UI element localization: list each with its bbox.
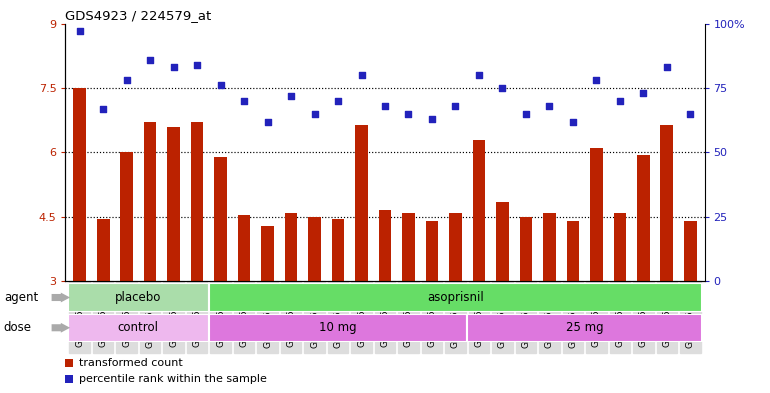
- Point: [591, 77, 603, 83]
- Point: [661, 64, 673, 71]
- Bar: [614, 213, 627, 281]
- Bar: [661, 125, 674, 281]
- Bar: [209, 283, 702, 312]
- Bar: [238, 215, 250, 281]
- Point: [403, 111, 415, 117]
- Point: [191, 62, 203, 68]
- Text: GDS4923 / 224579_at: GDS4923 / 224579_at: [65, 9, 212, 22]
- Bar: [449, 213, 462, 281]
- Bar: [543, 213, 556, 281]
- Point: [73, 28, 85, 35]
- Bar: [214, 157, 227, 281]
- Point: [520, 111, 532, 117]
- Point: [473, 72, 485, 78]
- Bar: [96, 219, 109, 281]
- Point: [214, 82, 226, 88]
- Bar: [520, 217, 532, 281]
- Bar: [379, 211, 391, 281]
- Point: [638, 90, 650, 96]
- Point: [144, 57, 156, 63]
- Point: [450, 103, 462, 109]
- Text: asoprisnil: asoprisnil: [427, 291, 484, 304]
- Bar: [167, 127, 180, 281]
- Bar: [567, 221, 580, 281]
- Point: [355, 72, 367, 78]
- Bar: [590, 148, 603, 281]
- Point: [285, 93, 297, 99]
- Bar: [68, 314, 209, 342]
- Bar: [332, 219, 344, 281]
- Bar: [402, 213, 415, 281]
- Point: [120, 77, 132, 83]
- Point: [614, 98, 626, 104]
- Text: control: control: [118, 321, 159, 334]
- Point: [497, 85, 509, 91]
- Bar: [68, 283, 209, 312]
- Bar: [467, 314, 702, 342]
- Bar: [684, 221, 697, 281]
- Bar: [120, 152, 133, 281]
- Point: [567, 118, 579, 125]
- Point: [167, 64, 179, 71]
- Point: [332, 98, 344, 104]
- Bar: [308, 217, 321, 281]
- Text: 25 mg: 25 mg: [566, 321, 604, 334]
- Bar: [426, 221, 438, 281]
- Point: [238, 98, 250, 104]
- Bar: [496, 202, 509, 281]
- Point: [685, 111, 697, 117]
- Text: agent: agent: [4, 291, 38, 304]
- Bar: [209, 314, 467, 342]
- Bar: [190, 122, 203, 281]
- Bar: [73, 88, 86, 281]
- Point: [97, 105, 109, 112]
- Text: percentile rank within the sample: percentile rank within the sample: [79, 374, 266, 384]
- Point: [308, 111, 320, 117]
- Text: dose: dose: [4, 321, 32, 334]
- Text: transformed count: transformed count: [79, 358, 182, 368]
- Bar: [143, 122, 156, 281]
- Bar: [473, 140, 485, 281]
- Bar: [285, 213, 297, 281]
- Point: [544, 103, 556, 109]
- Point: [261, 118, 273, 125]
- Point: [379, 103, 391, 109]
- Text: placebo: placebo: [115, 291, 162, 304]
- Text: 10 mg: 10 mg: [320, 321, 357, 334]
- Bar: [637, 154, 650, 281]
- Bar: [261, 226, 274, 281]
- Bar: [355, 125, 368, 281]
- Point: [426, 116, 438, 122]
